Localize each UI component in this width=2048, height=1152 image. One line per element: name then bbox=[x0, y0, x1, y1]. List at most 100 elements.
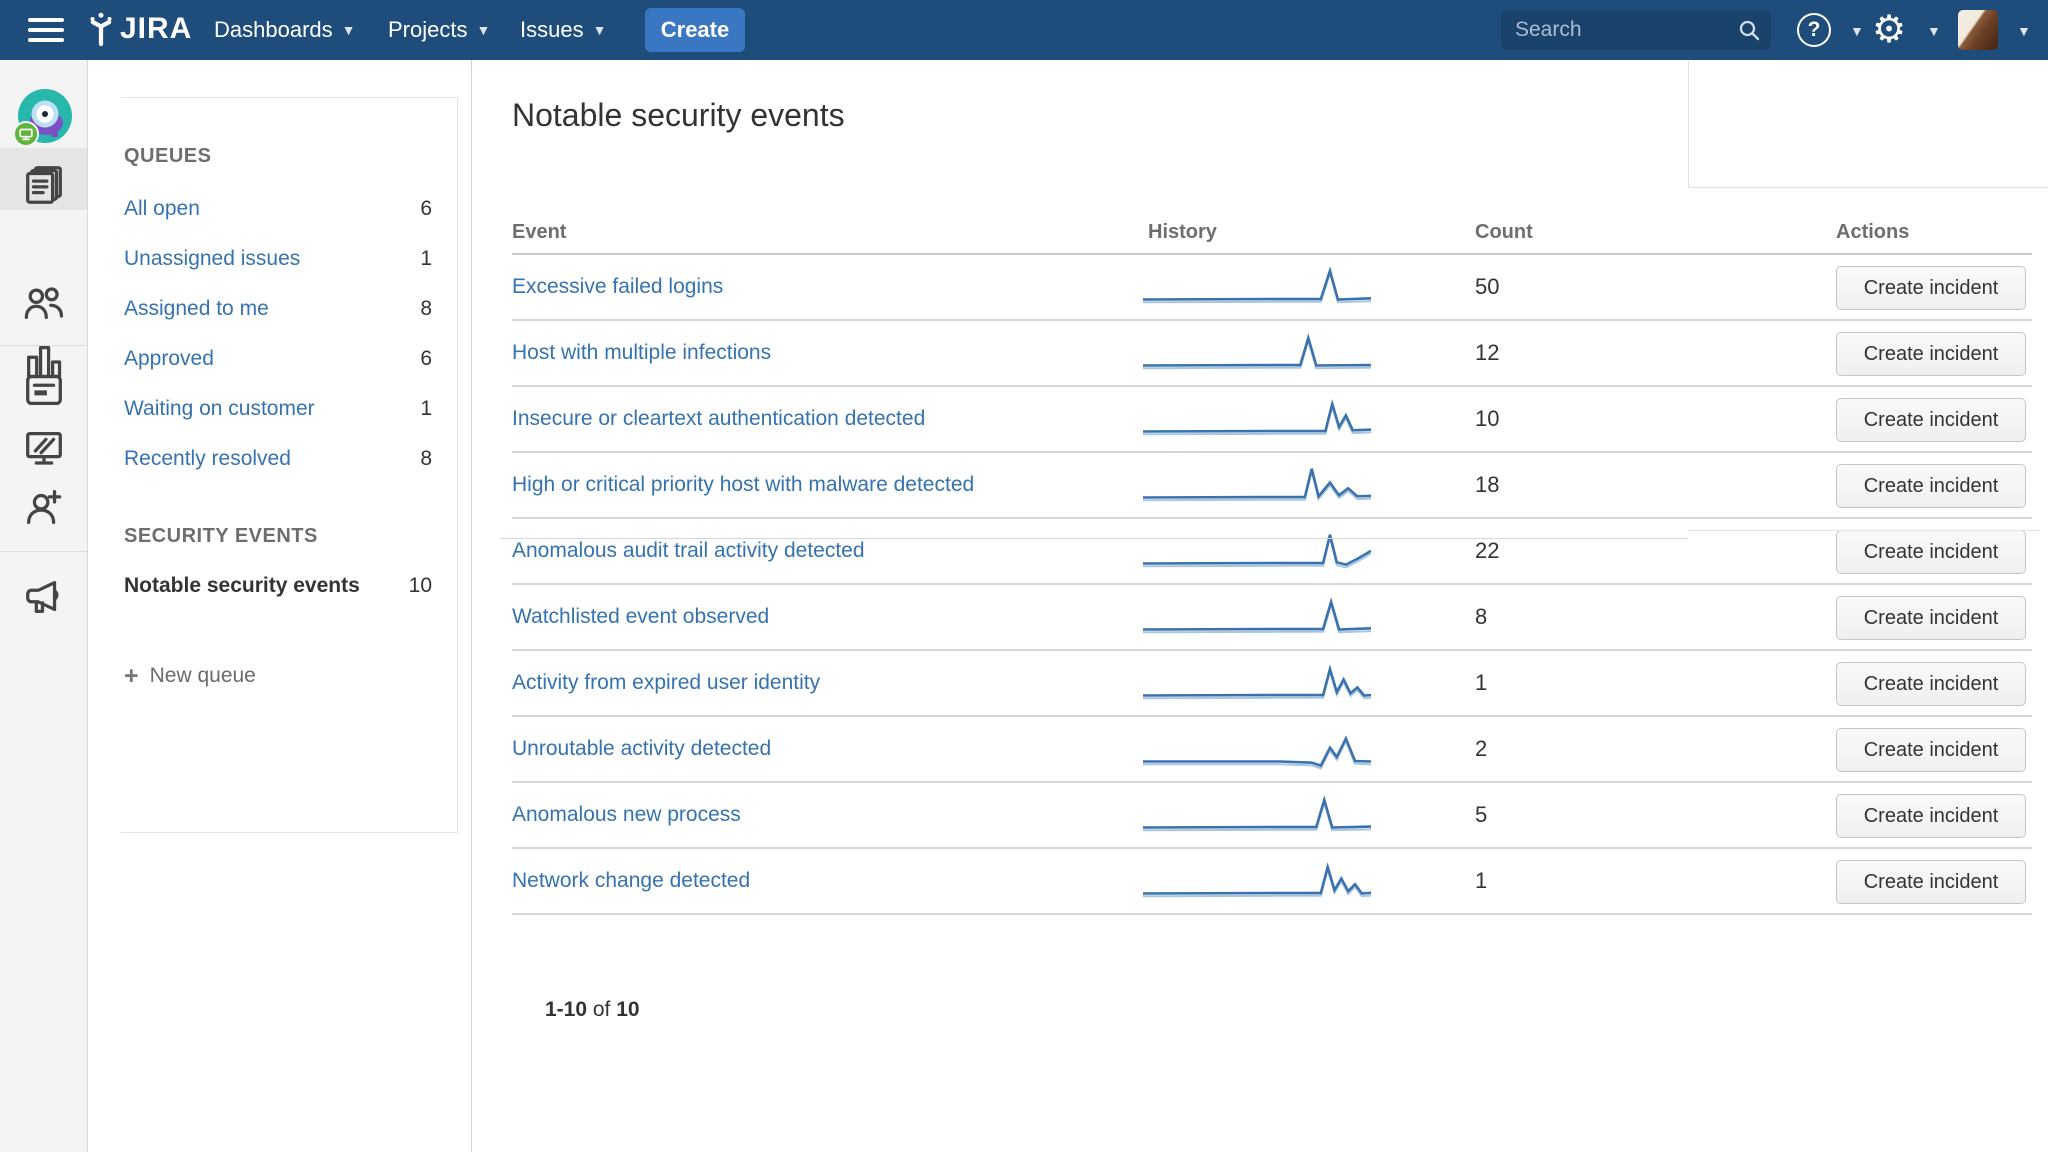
create-incident-button[interactable]: Create incident bbox=[1836, 464, 2026, 508]
sidebar-item-notable-security-events[interactable]: Notable security events 10 bbox=[124, 561, 432, 611]
search-icon[interactable] bbox=[1738, 19, 1761, 42]
column-header-event: Event bbox=[512, 221, 567, 243]
event-count: 22 bbox=[1475, 538, 1500, 563]
create-incident-button[interactable]: Create incident bbox=[1836, 860, 2026, 904]
create-incident-button[interactable]: Create incident bbox=[1836, 332, 2026, 376]
queue-count: 10 bbox=[408, 574, 432, 597]
table-row: Host with multiple infections 12 Create … bbox=[512, 321, 2032, 387]
sidebar-queue-item[interactable]: Unassigned issues 1 bbox=[124, 234, 432, 284]
top-navbar: JIRA Dashboards ▼ Projects ▼ Issues ▼ Creat… bbox=[0, 0, 2048, 60]
jira-logo-text: JIRA bbox=[120, 12, 193, 45]
event-link[interactable]: Anomalous audit trail activity detected bbox=[512, 539, 865, 562]
nav-projects[interactable]: Projects ▼ bbox=[388, 17, 491, 42]
table-row: Insecure or cleartext authentication det… bbox=[512, 387, 2032, 453]
queues-list: All open 6 Unassigned issues 1 Assigned … bbox=[124, 184, 432, 484]
sidebar-queue-item[interactable]: Recently resolved 8 bbox=[124, 434, 432, 484]
queue-count: 8 bbox=[420, 447, 432, 470]
user-avatar[interactable] bbox=[1958, 10, 1998, 50]
help-icon[interactable]: ? bbox=[1797, 13, 1831, 47]
event-count: 12 bbox=[1475, 340, 1500, 365]
overlay-border-artifact bbox=[1688, 530, 2040, 531]
queue-label[interactable]: Unassigned issues bbox=[124, 247, 301, 270]
event-count: 1 bbox=[1475, 670, 1488, 695]
create-incident-button[interactable]: Create incident bbox=[1836, 266, 2026, 310]
table-row: Activity from expired user identity 1 Cr… bbox=[512, 651, 2032, 717]
create-incident-button[interactable]: Create incident bbox=[1836, 794, 2026, 838]
queue-count: 8 bbox=[420, 297, 432, 320]
sidebar-queue-item[interactable]: Waiting on customer 1 bbox=[124, 384, 432, 434]
table-row: High or critical priority host with malw… bbox=[512, 453, 2032, 519]
event-link[interactable]: Network change detected bbox=[512, 869, 751, 892]
event-count: 1 bbox=[1475, 868, 1488, 893]
history-sparkline bbox=[1143, 397, 1371, 443]
main-content: Notable security events Event History Co… bbox=[472, 60, 2048, 1152]
queues-panel: QUEUES All open 6 Unassigned issues 1 As… bbox=[88, 60, 472, 1152]
event-count: 10 bbox=[1475, 406, 1500, 431]
sidebar-queue-item[interactable]: All open 6 bbox=[124, 184, 432, 234]
nav-dashboards[interactable]: Dashboards ▼ bbox=[214, 17, 356, 42]
gear-icon[interactable]: ⚙ bbox=[1872, 7, 1907, 51]
new-queue-button[interactable]: + New queue bbox=[124, 660, 256, 692]
sidebar-item-customers[interactable] bbox=[0, 274, 88, 332]
event-count: 8 bbox=[1475, 604, 1488, 629]
event-link[interactable]: Host with multiple infections bbox=[512, 341, 772, 364]
create-button[interactable]: Create bbox=[645, 8, 745, 52]
event-link[interactable]: Excessive failed logins bbox=[512, 275, 724, 298]
queue-label[interactable]: Recently resolved bbox=[124, 447, 291, 470]
event-count: 18 bbox=[1475, 472, 1500, 497]
history-sparkline bbox=[1143, 793, 1371, 839]
history-sparkline bbox=[1143, 529, 1371, 575]
queue-label[interactable]: Waiting on customer bbox=[124, 397, 315, 420]
icon-sidebar bbox=[0, 60, 88, 1152]
table-body: Excessive failed logins 50 Create incide… bbox=[512, 255, 2032, 915]
sidebar-item-invite-people[interactable] bbox=[0, 478, 88, 536]
sidebar-divider bbox=[0, 551, 88, 552]
sidebar-item-articles[interactable] bbox=[0, 361, 88, 419]
history-sparkline bbox=[1143, 595, 1371, 641]
pagination-total: 10 bbox=[616, 998, 640, 1021]
chevron-down-icon[interactable]: ▼ bbox=[1850, 23, 1864, 39]
history-sparkline bbox=[1143, 463, 1371, 509]
hamburger-menu-icon[interactable] bbox=[28, 18, 64, 42]
jira-logo[interactable]: JIRA bbox=[86, 11, 192, 47]
queue-label[interactable]: Approved bbox=[124, 347, 214, 370]
history-sparkline bbox=[1143, 859, 1371, 905]
create-incident-button[interactable]: Create incident bbox=[1836, 530, 2026, 574]
panel-divider bbox=[471, 60, 472, 1152]
history-sparkline bbox=[1143, 331, 1371, 377]
project-avatar[interactable] bbox=[0, 84, 88, 150]
event-count: 2 bbox=[1475, 736, 1488, 761]
people-icon bbox=[24, 287, 64, 320]
search-input[interactable] bbox=[1501, 10, 1731, 50]
pagination: 1-10 of 10 bbox=[545, 998, 640, 1022]
queue-label[interactable]: Assigned to me bbox=[124, 297, 269, 320]
table-row: Unroutable activity detected 2 Create in… bbox=[512, 717, 2032, 783]
queue-count: 1 bbox=[420, 397, 432, 420]
queue-label[interactable]: Notable security events bbox=[124, 574, 360, 597]
sidebar-queue-item[interactable]: Approved 6 bbox=[124, 334, 432, 384]
event-link[interactable]: High or critical priority host with malw… bbox=[512, 473, 975, 496]
queues-section-header: QUEUES bbox=[124, 145, 212, 167]
search-box bbox=[1501, 10, 1771, 50]
queue-count: 1 bbox=[420, 247, 432, 270]
create-incident-button[interactable]: Create incident bbox=[1836, 662, 2026, 706]
nav-issues[interactable]: Issues ▼ bbox=[520, 17, 607, 42]
table-row: Anomalous audit trail activity detected … bbox=[512, 519, 2032, 585]
event-link[interactable]: Activity from expired user identity bbox=[512, 671, 821, 694]
sidebar-item-displays[interactable] bbox=[0, 419, 88, 477]
create-incident-button[interactable]: Create incident bbox=[1836, 596, 2026, 640]
queue-label[interactable]: All open bbox=[124, 197, 200, 220]
sidebar-item-announcements[interactable] bbox=[0, 568, 88, 626]
create-incident-button[interactable]: Create incident bbox=[1836, 398, 2026, 442]
queue-count: 6 bbox=[420, 347, 432, 370]
chevron-down-icon[interactable]: ▼ bbox=[2017, 23, 2031, 39]
create-incident-button[interactable]: Create incident bbox=[1836, 728, 2026, 772]
event-link[interactable]: Watchlisted event observed bbox=[512, 605, 770, 628]
event-link[interactable]: Anomalous new process bbox=[512, 803, 741, 826]
event-link[interactable]: Unroutable activity detected bbox=[512, 737, 772, 760]
chevron-down-icon[interactable]: ▼ bbox=[1927, 23, 1941, 39]
sidebar-queue-item[interactable]: Assigned to me 8 bbox=[124, 284, 432, 334]
table-row: Anomalous new process 5 Create incident bbox=[512, 783, 2032, 849]
sidebar-item-queues[interactable] bbox=[0, 155, 88, 213]
event-link[interactable]: Insecure or cleartext authentication det… bbox=[512, 407, 926, 430]
